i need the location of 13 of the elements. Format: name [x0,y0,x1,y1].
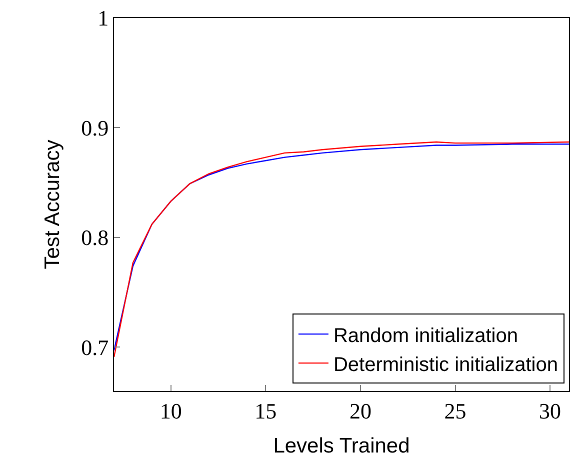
x-tick-label: 30 [539,398,562,424]
y-tick-label: 0.9 [81,115,109,140]
x-tick-label: 25 [444,398,466,424]
y-tick-label: 0.7 [81,334,109,360]
x-tick-label: 10 [160,398,182,424]
y-tick-label: 0.8 [81,225,109,250]
legend-label: Random initialization [333,324,518,347]
y-tick-label: 1 [98,6,109,31]
x-axis-title: Levels Trained [273,434,410,458]
x-tick-label: 15 [254,398,277,424]
x-tick-label: 20 [349,398,372,424]
legend-label: Deterministic initialization [333,354,558,376]
y-axis-title: Test Accuracy [41,139,64,270]
